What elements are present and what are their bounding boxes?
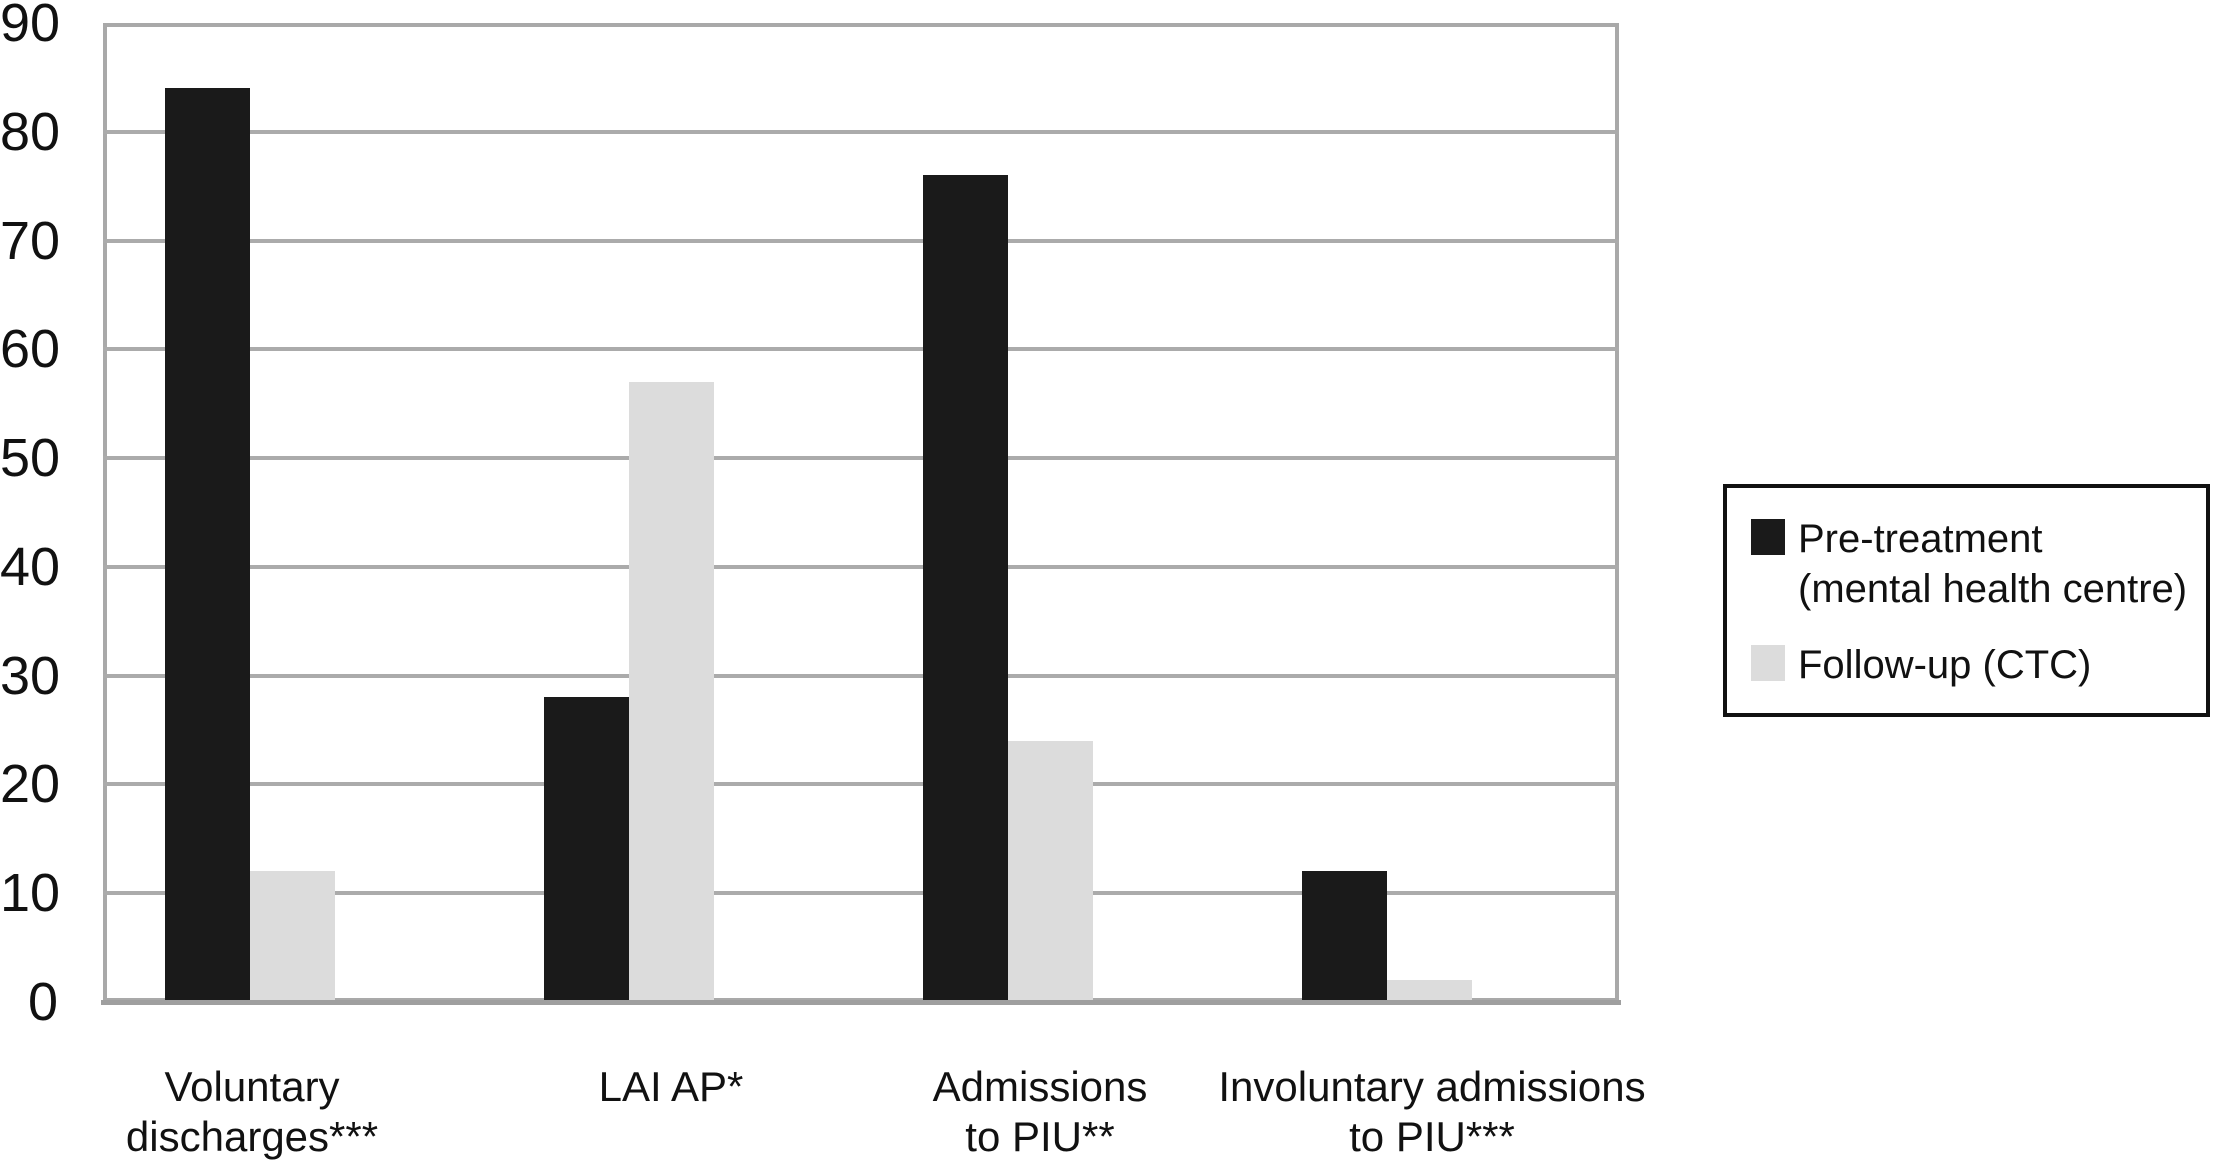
y-gridline-40 <box>103 564 1619 569</box>
y-gridline-30 <box>103 673 1619 678</box>
y-axis-tick-label-60: 60 <box>0 319 61 380</box>
legend-color-swatch-0 <box>1751 519 1785 555</box>
bar-series-0-category-3 <box>1302 871 1387 1002</box>
legend-label-1: Follow-up (CTC) <box>1798 643 2092 687</box>
y-axis-tick-label-90: 90 <box>0 0 61 53</box>
bar-series-1-category-2 <box>1008 740 1093 1002</box>
y-axis-tick-label-80: 80 <box>0 101 61 162</box>
y-gridline-70 <box>103 238 1619 243</box>
x-axis-category-label-0: Voluntary discharges*** <box>125 1063 379 1160</box>
y-axis-tick-label-50: 50 <box>0 428 61 489</box>
x-axis-category-label-3: Involuntary admissions to PIU*** <box>1218 1063 1646 1160</box>
x-axis-category-label-2: Admissions to PIU** <box>932 1063 1148 1160</box>
y-axis-tick-label-0: 0 <box>27 972 58 1032</box>
legend-box: Pre-treatment (mental health centre) Foll… <box>1723 484 2210 717</box>
x-axis-category-label-1: LAI AP* <box>598 1063 744 1110</box>
y-gridline-60 <box>103 347 1619 352</box>
y-axis-tick-label-20: 20 <box>0 754 61 815</box>
bar-series-1-category-3 <box>1387 980 1472 1002</box>
y-axis-tick-label-40: 40 <box>0 536 61 597</box>
y-gridline-10 <box>103 891 1619 896</box>
bar-series-0-category-2 <box>923 175 1008 1002</box>
legend-item-1: Follow-up (CTC) <box>1751 640 2206 690</box>
bar-series-0-category-0 <box>165 88 250 1002</box>
bar-series-0-category-1 <box>544 697 629 1002</box>
y-axis-tick-label-30: 30 <box>0 645 61 706</box>
y-gridline-20 <box>103 782 1619 787</box>
x-axis-line <box>101 1000 1621 1005</box>
legend-color-swatch-1 <box>1751 645 1785 681</box>
legend-label-0: Pre-treatment (mental health centre) <box>1798 517 2188 611</box>
legend-item-0: Pre-treatment (mental health centre) <box>1751 514 2206 614</box>
plot-area <box>103 23 1619 1002</box>
bar-series-1-category-1 <box>629 381 714 1002</box>
y-gridline-80 <box>103 129 1619 134</box>
y-gridline-50 <box>103 456 1619 461</box>
y-axis-tick-label-10: 10 <box>0 863 61 924</box>
bar-series-1-category-0 <box>250 871 335 1002</box>
y-axis-tick-label-70: 70 <box>0 210 61 271</box>
